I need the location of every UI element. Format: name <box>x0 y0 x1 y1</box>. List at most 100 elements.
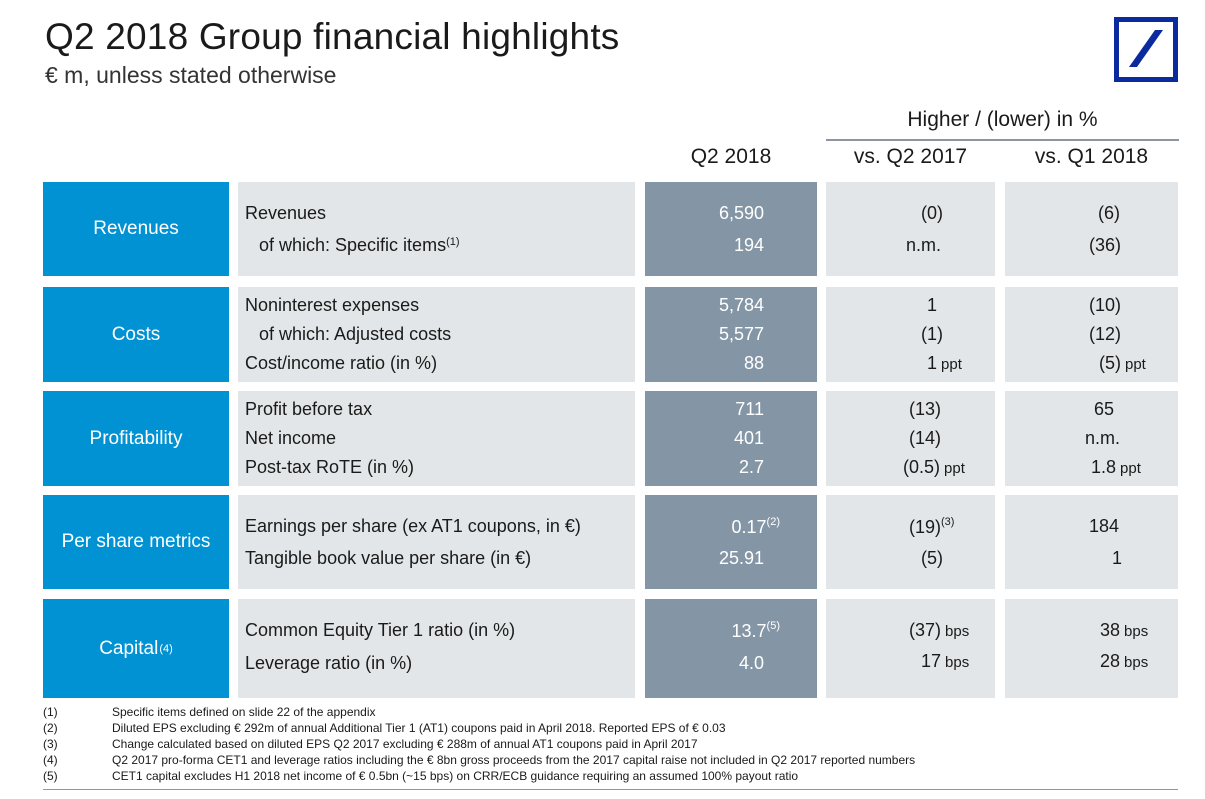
row-c1: (0.5) ppt <box>903 457 965 478</box>
row-value-text: 0.17 <box>731 517 767 537</box>
row-label: Earnings per share (ex AT1 coupons, in €… <box>245 516 581 536</box>
row-label: of which: Specific items(1) <box>259 235 460 256</box>
deutsche-bank-logo-icon <box>1114 17 1178 82</box>
row-c1-value: 1 <box>927 353 938 373</box>
section-c2-capital <box>1005 599 1178 698</box>
section-label-text: Per share metrics <box>61 531 211 552</box>
page-subtitle: € m, unless stated otherwise <box>45 62 337 88</box>
unit-label: ppt <box>1125 356 1146 373</box>
section-c2-revenues <box>1005 182 1178 276</box>
unit-label: bps <box>945 623 970 640</box>
row-c1-value: 17 <box>921 651 942 671</box>
section-desc-per-share <box>238 495 635 589</box>
row-value: 13.7(5) <box>650 620 781 642</box>
row-value: 88 <box>743 353 764 373</box>
logo-slash-icon <box>1129 30 1163 67</box>
row-c1-value: (19) <box>909 517 942 537</box>
row-c2: (6) <box>1098 203 1120 223</box>
row-value: 5,577 <box>718 324 764 344</box>
row-label: Profit before tax <box>245 399 373 419</box>
footnote-ref: (1) <box>446 236 460 248</box>
section-label-text: Costs <box>111 323 161 345</box>
section-c2-profitability <box>1005 391 1178 486</box>
unit-label: ppt <box>944 460 965 477</box>
row-value: 2.7 <box>738 457 764 477</box>
section-label-text: Capital <box>99 637 159 659</box>
footnote-number: (5) <box>43 769 58 783</box>
row-c1: (0) <box>921 203 943 223</box>
section-value-revenues <box>645 182 817 276</box>
row-c2: 65 <box>1094 399 1115 419</box>
row-c1: (37) bps <box>909 620 969 641</box>
footnote-text: Diluted EPS excluding € 292m of annual A… <box>112 721 726 735</box>
row-c2: (5) ppt <box>1099 353 1146 374</box>
section-label-per-share: Per share metrics <box>43 495 229 589</box>
row-c1: (1) <box>921 324 943 344</box>
row-c1: 1 <box>927 295 938 315</box>
row-c2: n.m. <box>1085 428 1121 448</box>
footnote-text: Q2 2017 pro-forma CET1 and leverage rati… <box>112 753 916 767</box>
row-c1: (14) <box>909 428 942 448</box>
row-c2-value: 38 <box>1100 620 1121 640</box>
footnote-ref: (3) <box>941 516 955 528</box>
footnote-text: CET1 capital excludes H1 2018 net income… <box>112 769 799 783</box>
row-value-text: 13.7 <box>731 621 767 641</box>
section-label-capital: Capital (4) <box>43 599 229 698</box>
row-c2: (36) <box>1089 235 1122 255</box>
section-label-profitability: Profitability <box>43 391 229 486</box>
footnote-text: Specific items defined on slide 22 of th… <box>112 705 376 719</box>
section-c1-revenues <box>826 182 995 276</box>
unit-label: bps <box>1124 654 1149 671</box>
section-value-capital <box>645 599 817 698</box>
row-c2: 38 bps <box>1100 620 1148 641</box>
page-title: Q2 2018 Group financial highlights <box>45 16 620 57</box>
section-c1-costs <box>826 287 995 382</box>
section-desc-capital <box>238 599 635 698</box>
section-label-revenues: Revenues <box>43 182 229 276</box>
footnote: (2) Diluted EPS excluding € 292m of annua… <box>43 721 726 735</box>
footnote: (3) Change calculated based on diluted EP… <box>43 737 698 751</box>
row-c2: 1 <box>1112 548 1123 568</box>
row-label: Net income <box>245 428 337 448</box>
section-c1-capital <box>826 599 995 698</box>
section-c2-costs <box>1005 287 1178 382</box>
row-c2-value: 28 <box>1100 651 1121 671</box>
row-c1: (19)(3) <box>909 516 954 538</box>
footnote-number: (1) <box>43 705 58 719</box>
footnote-number: (3) <box>43 737 58 751</box>
section-label-text: Revenues <box>93 218 179 239</box>
section-label-text: Profitability <box>89 427 183 449</box>
section-value-profitability <box>645 391 817 486</box>
unit-label: ppt <box>941 356 962 373</box>
section-c2-per-share <box>1005 495 1178 589</box>
row-c2: 28 bps <box>1100 651 1148 672</box>
unit-label: bps <box>1124 623 1149 640</box>
row-value: 25.91 <box>718 548 764 568</box>
footnote-ref: (4) <box>159 642 173 655</box>
change-group-header: Higher / (lower) in % <box>907 108 1098 131</box>
row-value: 4.0 <box>738 653 764 673</box>
row-c1-value: (0.5) <box>903 457 941 477</box>
row-label: of which: Adjusted costs <box>259 324 452 344</box>
row-c2: (10) <box>1089 295 1122 315</box>
section-c1-profitability <box>826 391 995 486</box>
row-label: Tangible book value per share (in €) <box>245 548 532 568</box>
section-c1-per-share <box>826 495 995 589</box>
footnote-ref: (2) <box>766 516 780 528</box>
row-c2: (12) <box>1089 324 1122 344</box>
row-c2: 1.8 ppt <box>1091 457 1141 478</box>
row-label: Leverage ratio (in %) <box>245 653 413 673</box>
row-label: Common Equity Tier 1 ratio (in %) <box>245 620 516 640</box>
row-value: 401 <box>733 428 764 448</box>
row-label: Noninterest expenses <box>245 295 420 315</box>
section-desc-costs <box>238 287 635 382</box>
row-c1-value: (37) <box>909 620 942 640</box>
row-value: 711 <box>735 399 764 419</box>
row-c1: 17 bps <box>921 651 969 672</box>
footnote: (4) Q2 2017 pro-forma CET1 and leverage r… <box>43 753 915 767</box>
row-value: 6,590 <box>718 203 764 223</box>
row-label: Cost/income ratio (in %) <box>245 353 438 373</box>
header-divider <box>826 139 1179 141</box>
footnote-ref: (5) <box>766 620 780 632</box>
unit-label: bps <box>945 654 970 671</box>
